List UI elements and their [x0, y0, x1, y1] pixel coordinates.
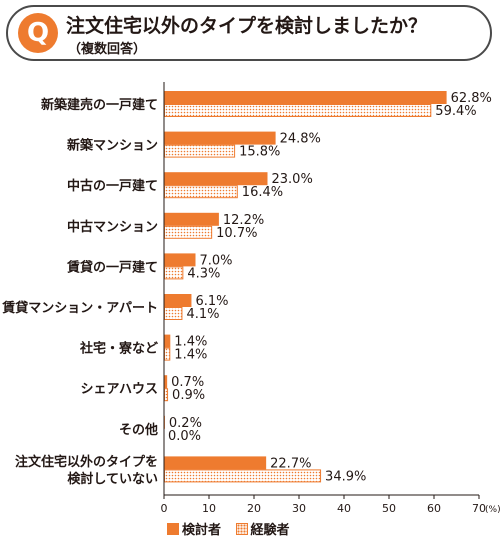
category-label: 検討していない: [67, 471, 158, 487]
value-label: 22.7%: [270, 456, 311, 471]
value-label: 10.7%: [216, 226, 257, 241]
bar-experienced: [164, 388, 169, 402]
category-label: シェアハウス: [81, 382, 158, 397]
x-tick-label: 10: [202, 502, 216, 515]
category-label: 中古の一戸建て: [67, 178, 158, 194]
x-axis-unit: (%): [485, 505, 500, 515]
value-label: 24.8%: [280, 132, 321, 147]
bar-considered: [164, 212, 219, 226]
value-label: 12.2%: [223, 213, 264, 228]
bar-considered: [164, 294, 192, 307]
legend-swatch-solid: [167, 522, 179, 535]
question-header: Q 注文住宅以外のタイプを検討しましたか？ （複数回答）: [6, 5, 492, 61]
x-tick-label: 0: [161, 502, 168, 515]
category-label: 賃貸マンション・アパート: [1, 300, 158, 316]
x-tick-label: 70: [472, 502, 486, 515]
x-tick-label: 50: [382, 502, 396, 515]
value-label: 16.4%: [242, 185, 283, 200]
value-label: 0.2%: [169, 416, 202, 431]
value-label: 4.3%: [187, 266, 220, 281]
bar-experienced: [164, 469, 322, 483]
bar-experienced: [164, 307, 183, 320]
legend-item-considered: 検討者: [167, 519, 221, 538]
q-badge: Q: [18, 13, 58, 53]
legend-label-considered: 検討者: [182, 523, 222, 538]
question-title: 注文住宅以外のタイプを検討しましたか？: [66, 15, 428, 37]
bar-considered: [164, 91, 447, 104]
bar-considered: [164, 375, 168, 389]
value-label: 15.8%: [239, 145, 280, 160]
bar-experienced: [164, 266, 184, 280]
value-label: 0.0%: [168, 429, 201, 444]
category-label: 賃貸の一戸建て: [66, 259, 158, 275]
bar-experienced: [164, 104, 432, 117]
value-label: 4.1%: [186, 307, 219, 322]
bar-experienced: [164, 144, 236, 158]
bar-experienced: [164, 225, 213, 239]
value-label: 23.0%: [272, 172, 313, 187]
question-subtitle: （複数回答）: [68, 42, 147, 57]
value-label: 0.9%: [172, 388, 205, 403]
value-label: 62.8%: [451, 91, 492, 106]
category-label: 注文住宅以外のタイプを: [15, 454, 158, 470]
bar-considered: [164, 253, 196, 267]
x-tick-label: 60: [427, 502, 441, 515]
category-label: 社宅・寮など: [79, 341, 158, 357]
legend-swatch-dotted: [235, 522, 248, 535]
value-label: 59.4%: [435, 104, 476, 119]
category-label: その他: [119, 422, 158, 438]
value-label: 7.0%: [200, 253, 233, 268]
category-label: 中古マンション: [67, 219, 158, 235]
legend-label-experienced: 経験者: [250, 523, 290, 538]
category-label: 新築建売の一戸建て: [41, 97, 158, 113]
chart-legend: 検討者 経験者: [167, 519, 300, 539]
bar-experienced: [164, 347, 171, 361]
bar-considered: [164, 172, 268, 186]
legend-item-experienced: 経験者: [235, 519, 290, 538]
value-label: 1.4%: [174, 348, 207, 363]
value-label: 1.4%: [174, 335, 207, 350]
bar-experienced: [164, 185, 238, 199]
bar-considered: [164, 131, 276, 145]
bar-considered: [164, 456, 267, 470]
bar-considered: [164, 334, 171, 348]
x-tick-label: 20: [247, 502, 261, 515]
value-label: 6.1%: [195, 294, 228, 309]
x-tick-label: 30: [292, 502, 306, 515]
x-tick-label: 40: [337, 502, 351, 515]
value-label: 0.7%: [171, 375, 204, 390]
value-label: 34.9%: [325, 469, 366, 484]
category-label: 新築マンション: [67, 138, 158, 154]
